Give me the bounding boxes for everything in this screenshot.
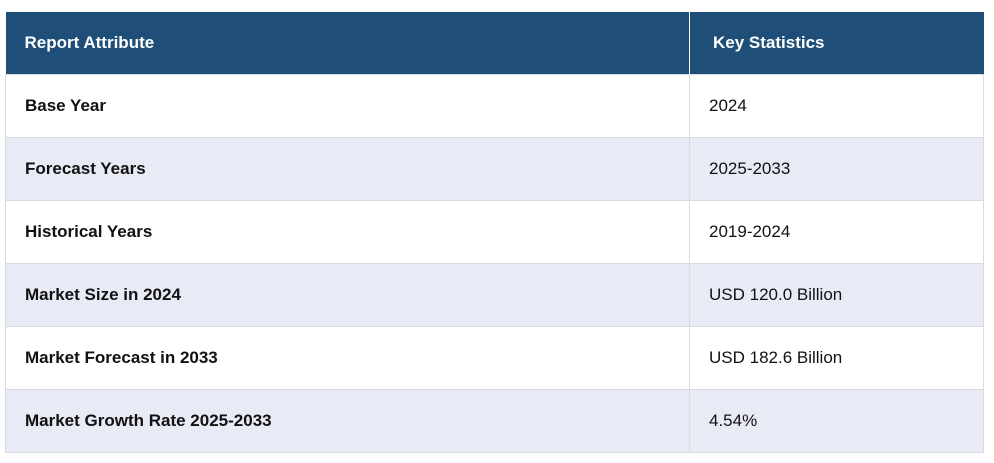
report-attributes-table: Report Attribute Key Statistics Base Yea…	[5, 12, 984, 453]
table-row: Market Size in 2024 USD 120.0 Billion	[5, 262, 984, 327]
header-report-attribute: Report Attribute	[5, 12, 690, 74]
value-cell: USD 120.0 Billion	[689, 262, 984, 327]
value-cell: 2024	[689, 73, 984, 138]
table-header-row: Report Attribute Key Statistics	[5, 12, 984, 74]
attribute-cell: Market Growth Rate 2025-2033	[5, 388, 690, 453]
attribute-cell: Base Year	[5, 73, 690, 138]
attribute-cell: Market Size in 2024	[5, 262, 690, 327]
value-cell: USD 182.6 Billion	[689, 325, 984, 390]
attribute-cell: Forecast Years	[5, 136, 690, 201]
value-cell: 2019-2024	[689, 199, 984, 264]
table-row: Base Year 2024	[5, 73, 984, 138]
attribute-cell: Market Forecast in 2033	[5, 325, 690, 390]
report-table-container: Report Attribute Key Statistics Base Yea…	[5, 12, 984, 453]
table-row: Forecast Years 2025-2033	[5, 136, 984, 201]
value-cell: 4.54%	[689, 388, 984, 453]
table-row: Historical Years 2019-2024	[5, 199, 984, 264]
table-row: Market Growth Rate 2025-2033 4.54%	[5, 388, 984, 453]
value-cell: 2025-2033	[689, 136, 984, 201]
table-row: Market Forecast in 2033 USD 182.6 Billio…	[5, 325, 984, 390]
attribute-cell: Historical Years	[5, 199, 690, 264]
header-key-statistics: Key Statistics	[689, 12, 984, 74]
